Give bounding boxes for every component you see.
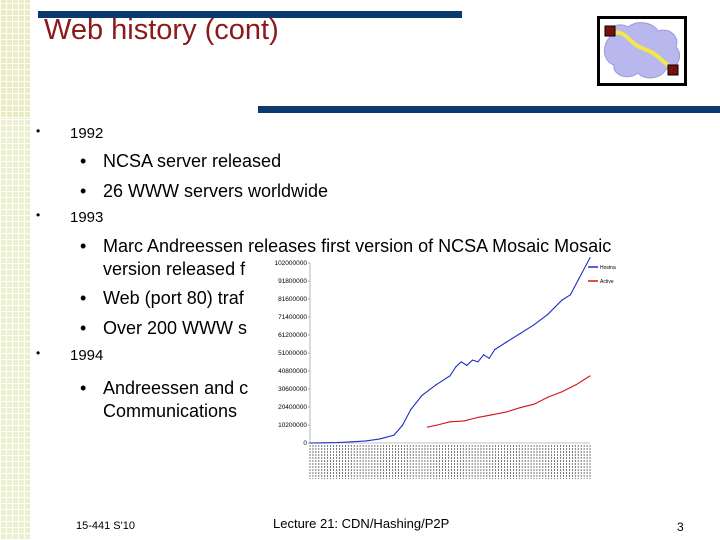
bullet-marker: • <box>80 151 87 171</box>
footer-lecture: Lecture 21: CDN/Hashing/P2P <box>273 516 450 531</box>
data-point <box>427 426 429 428</box>
data-point <box>460 361 462 363</box>
y-tick-label: 0 <box>303 440 307 447</box>
y-tick-label: 91800000 <box>278 278 307 285</box>
bullet-marker: • <box>80 288 87 308</box>
y-tick-label: 81600000 <box>278 296 307 303</box>
data-point <box>435 384 437 386</box>
data-point <box>561 391 563 393</box>
data-point <box>401 424 403 426</box>
data-point <box>491 414 493 416</box>
legend-entry: Hostnames <box>600 265 616 271</box>
middle-rule <box>258 106 720 113</box>
y-tick-label: 51000000 <box>278 350 307 357</box>
data-point <box>505 341 507 344</box>
data-point <box>365 440 367 442</box>
y-tick-label: 61200000 <box>278 332 307 339</box>
bullet-marker: • <box>80 236 87 256</box>
y-tick-label: 30600000 <box>278 386 307 393</box>
data-point <box>578 278 580 280</box>
series-line <box>427 375 591 428</box>
y-tick-label: 10200000 <box>278 422 307 429</box>
data-point <box>547 313 549 315</box>
line-chart: 0 10200000 20400000 30600000 40800000 5100000… <box>274 257 616 479</box>
decorative-strip-top <box>0 0 30 118</box>
data-point <box>505 411 507 413</box>
data-point <box>589 375 591 377</box>
y-tick-label: 102000000 <box>274 260 307 267</box>
data-point <box>379 438 381 440</box>
data-point <box>471 359 473 361</box>
data-point <box>393 434 395 436</box>
footer-course: 15-441 S'10 <box>76 520 135 532</box>
decorative-strip-bottom <box>0 118 30 540</box>
y-tick-label: 40800000 <box>278 368 307 375</box>
y-tick-label: 20400000 <box>278 404 307 411</box>
data-point <box>323 442 325 444</box>
bullet-marker: • <box>80 318 87 338</box>
data-point <box>463 420 465 422</box>
data-point <box>449 421 451 423</box>
data-point <box>449 375 451 377</box>
data-point <box>410 408 412 411</box>
data-point <box>575 384 577 386</box>
data-point <box>466 364 468 366</box>
legend-entry: Active <box>600 279 614 285</box>
bullet-marker: • <box>80 378 87 398</box>
data-point <box>337 441 339 444</box>
data-point <box>309 442 311 444</box>
data-point <box>533 403 535 405</box>
data-point <box>455 366 457 368</box>
data-point <box>477 416 479 419</box>
data-point <box>351 441 353 443</box>
host-count-chart: 0 10200000 20400000 30600000 40800000 5100000… <box>258 257 616 485</box>
page-number: 3 <box>677 520 684 534</box>
bullet-marker: • <box>80 181 87 201</box>
data-point <box>435 424 437 426</box>
data-point <box>483 354 485 356</box>
data-point <box>477 361 479 363</box>
data-point <box>519 407 521 409</box>
data-point <box>561 299 563 301</box>
y-tick-label: 71400000 <box>278 314 307 321</box>
series-line <box>309 257 591 444</box>
data-point <box>533 324 535 326</box>
bullet-marker: • <box>36 124 41 138</box>
slide-title: Web history (cont) <box>44 14 279 46</box>
network-graph-icon <box>597 16 687 86</box>
data-point <box>519 332 521 335</box>
data-point <box>547 396 549 398</box>
data-point <box>488 357 490 359</box>
data-point <box>421 394 423 396</box>
data-point <box>494 348 496 351</box>
data-point <box>589 257 591 259</box>
bullet-marker: • <box>36 346 41 360</box>
top-rule <box>38 11 462 18</box>
data-point <box>569 294 571 296</box>
bullet-marker: • <box>36 208 41 222</box>
